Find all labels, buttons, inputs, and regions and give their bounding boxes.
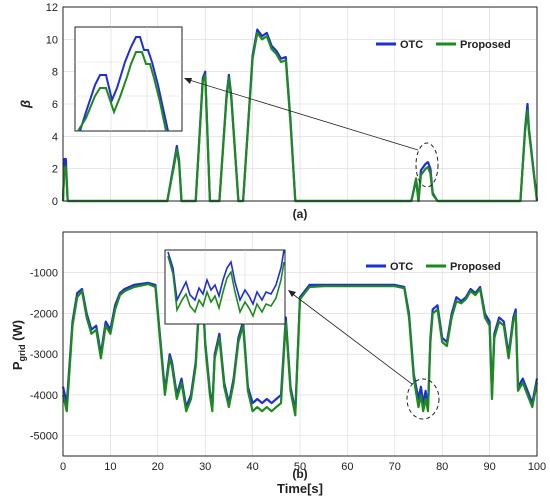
inset-a: [74, 26, 183, 132]
legend-label-otc: OTC: [400, 39, 423, 51]
x-tick-labels-b: 0 10 20 30 40 50 60 70 80 90 100: [60, 461, 546, 473]
x-tick-label: 20: [152, 461, 164, 473]
plot-frame-b: [62, 231, 538, 457]
y-tick-label: -4000: [30, 390, 58, 402]
inset-line-otc-a: [79, 36, 169, 132]
legend-label-proposed: Proposed: [460, 39, 511, 51]
y-tick-label: 10: [46, 34, 58, 46]
inset-line-proposed-a: [77, 51, 167, 132]
y-tick-label: -1000: [30, 268, 58, 280]
x-tick-label: 0: [60, 461, 66, 473]
x-tick-label: 50: [294, 461, 306, 473]
x-tick-label: 90: [483, 461, 495, 473]
legend-label-otc: OTC: [390, 261, 413, 273]
x-tick-label: 80: [436, 461, 448, 473]
y-axis-label-b-main: P: [10, 361, 25, 370]
panel-label-b: (b): [292, 467, 307, 481]
y-tick-label: -2000: [30, 308, 58, 320]
inset-line-proposed-b: [167, 255, 285, 319]
panel-label-a: (a): [293, 207, 308, 221]
y-tick-label: 8: [52, 67, 58, 79]
callout-ellipse-b: [288, 290, 440, 420]
x-tick-label: 40: [246, 461, 258, 473]
y-axis-label-a: β: [18, 100, 33, 109]
y-tick-label: 4: [52, 131, 58, 143]
y-tick-labels-a: 0 2 4 6 8 10 12: [46, 2, 58, 208]
series-lines-b: [61, 281, 539, 417]
legend-b: OTC Proposed: [366, 261, 501, 273]
callout-ellipse-a: [184, 78, 439, 188]
y-tick-label: 12: [46, 2, 58, 14]
inset-b: [164, 249, 286, 325]
x-tick-label: 60: [341, 461, 353, 473]
y-tick-label: 0: [52, 196, 58, 208]
inset-grid-a: [75, 27, 182, 131]
inset-frame-a: [74, 26, 183, 132]
series-line-otc-b: [61, 281, 539, 413]
legend-a: OTC Proposed: [376, 39, 511, 51]
x-tick-label: 100: [528, 461, 546, 473]
y-tick-label: 2: [52, 164, 58, 176]
y-axis-label-b-sub: grid: [17, 344, 27, 361]
y-tick-label: -5000: [30, 431, 58, 443]
x-tick-label: 70: [389, 461, 401, 473]
y-axis-label-b: Pgrid (W): [10, 320, 27, 370]
plot-frame-a: [62, 6, 538, 202]
panel-b: -5000 -4000 -3000 -2000 -1000 0 10 20 30 40 50 60 7…: [10, 231, 546, 496]
series-line-proposed-a: [61, 31, 539, 203]
x-axis-label-b: Time[s]: [277, 481, 323, 496]
legend-label-proposed: Proposed: [450, 261, 501, 273]
y-axis-label-b-unit: (W): [10, 320, 25, 345]
y-tick-label: 6: [52, 99, 58, 111]
series-line-proposed-b: [61, 283, 539, 417]
panel-a: 0 2 4 6 8 10 12 β (a) OTC Proposed: [18, 2, 539, 221]
y-tick-label: -3000: [30, 349, 58, 361]
x-tick-label: 30: [199, 461, 211, 473]
series-lines-a: [61, 28, 539, 203]
y-tick-labels-b: -5000 -4000 -3000 -2000 -1000: [30, 268, 58, 443]
x-tick-label: 10: [104, 461, 116, 473]
inset-line-otc-b: [167, 249, 285, 307]
